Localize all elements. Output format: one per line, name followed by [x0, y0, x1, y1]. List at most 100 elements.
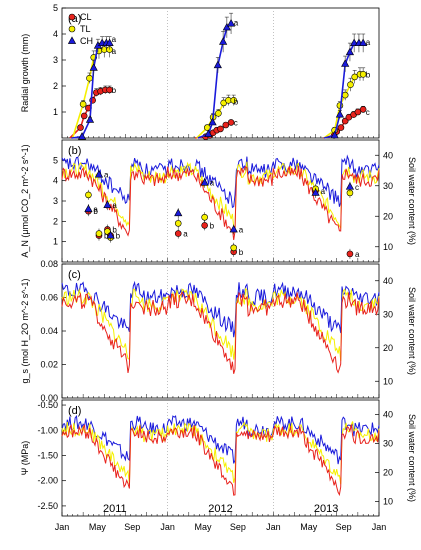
- significance-label: b: [239, 248, 244, 257]
- data-point: [359, 106, 367, 113]
- legend-label: TL: [80, 24, 91, 34]
- right-axis-label: Soil water content (%): [407, 287, 417, 375]
- soil-water-line: [61, 291, 380, 374]
- y-tick-label: 0.08: [40, 259, 58, 269]
- right-tick-label: 10: [383, 376, 393, 386]
- soil-water-line: [61, 154, 380, 209]
- data-point: [219, 37, 228, 45]
- data-point: [94, 169, 104, 178]
- data-point: [79, 100, 87, 108]
- data-point: [222, 121, 230, 129]
- y-tick-label: 0.04: [40, 326, 58, 336]
- right-tick-label: 20: [383, 343, 393, 353]
- significance-label: c: [355, 183, 359, 192]
- data-point: [213, 60, 222, 69]
- soil-water-line: [61, 280, 380, 338]
- data-point: [84, 204, 93, 213]
- data-point: [354, 108, 362, 116]
- right-axis-label: Soil water content (%): [407, 157, 417, 245]
- right-tick-label: 10: [383, 242, 393, 252]
- data-point: [204, 129, 213, 137]
- significance-label: a: [112, 35, 117, 44]
- panel-label: (d): [68, 405, 81, 417]
- data-point: [89, 63, 98, 71]
- right-tick-label: 40: [383, 150, 393, 160]
- y-tick-label: 1: [53, 237, 58, 247]
- x-tick-label: May: [89, 522, 107, 532]
- soil-water-line: [61, 165, 380, 240]
- x-tick-label: May: [195, 522, 213, 532]
- x-tick-label: Jan: [55, 522, 70, 532]
- significance-label: b: [104, 232, 109, 241]
- x-tick-label: Sep: [230, 522, 246, 532]
- data-point: [335, 109, 345, 118]
- legend-label: CL: [80, 12, 92, 22]
- significance-label: b: [366, 70, 371, 79]
- data-point: [174, 230, 182, 237]
- x-tick-label: Sep: [336, 522, 352, 532]
- data-point: [337, 124, 345, 131]
- y-tick-label: -2.00: [37, 476, 58, 486]
- data-point: [106, 230, 115, 239]
- x-tick-label: Jan: [266, 522, 281, 532]
- series-line: [197, 23, 232, 139]
- soil-water-line: [61, 161, 380, 230]
- y-tick-label: 2: [53, 81, 58, 91]
- significance-label: b: [112, 86, 117, 95]
- significance-label: c: [366, 108, 370, 117]
- significance-label: b: [210, 221, 215, 230]
- right-tick-label: 10: [383, 497, 393, 507]
- data-point: [105, 38, 114, 47]
- data-point: [347, 81, 354, 88]
- data-point: [85, 115, 95, 123]
- data-point: [103, 200, 112, 208]
- y-tick-label: 4: [53, 176, 58, 186]
- data-point: [345, 47, 355, 56]
- data-point: [230, 97, 238, 104]
- y-tick-label: -1.50: [37, 450, 58, 460]
- significance-label: a: [104, 171, 109, 180]
- panel-frame: [61, 7, 380, 139]
- y-tick-label: 0.00: [40, 393, 58, 403]
- data-point: [226, 18, 236, 27]
- data-point: [345, 182, 355, 190]
- soil-water-line: [61, 414, 380, 465]
- data-point: [77, 124, 84, 131]
- data-point: [208, 117, 217, 126]
- data-point: [341, 91, 349, 99]
- data-point: [174, 208, 183, 217]
- right-tick-label: 40: [383, 410, 393, 420]
- significance-label: c: [234, 118, 238, 127]
- legend-marker: [67, 36, 77, 44]
- right-tick-label: 30: [383, 181, 393, 191]
- significance-label: a: [321, 187, 326, 196]
- data-point: [217, 125, 224, 133]
- data-point: [95, 230, 103, 237]
- y-tick-label: 5: [53, 155, 58, 165]
- y-tick-label: 3: [53, 196, 58, 206]
- data-point: [359, 38, 368, 47]
- y-tick-label: 2: [53, 216, 58, 226]
- x-tick-label: May: [300, 522, 318, 532]
- y-axis-label: g_s (mol H_2O m^-2 s^-1): [20, 279, 30, 384]
- year-label: 2011: [103, 503, 127, 515]
- data-point: [174, 220, 182, 227]
- soil-water-line: [61, 424, 380, 497]
- y-tick-label: 1: [53, 107, 58, 117]
- right-axis-label: Soil water content (%): [407, 414, 417, 502]
- y-tick-label: -0.50: [37, 400, 58, 410]
- data-point: [77, 132, 87, 140]
- significance-label: a: [183, 230, 188, 239]
- significance-label: a: [239, 225, 244, 234]
- y-axis-label: A_N (μmol CO_2 m^-2 s^-1): [20, 144, 30, 257]
- data-point: [311, 188, 320, 196]
- x-tick-label: Jan: [372, 522, 387, 532]
- data-point: [330, 130, 339, 139]
- y-axis-label: Ψ (MPa): [20, 441, 30, 476]
- data-point: [85, 191, 92, 199]
- y-tick-label: 0.02: [40, 360, 58, 370]
- data-point: [201, 222, 208, 229]
- x-tick-label: Sep: [124, 522, 140, 532]
- significance-label: a: [234, 18, 239, 27]
